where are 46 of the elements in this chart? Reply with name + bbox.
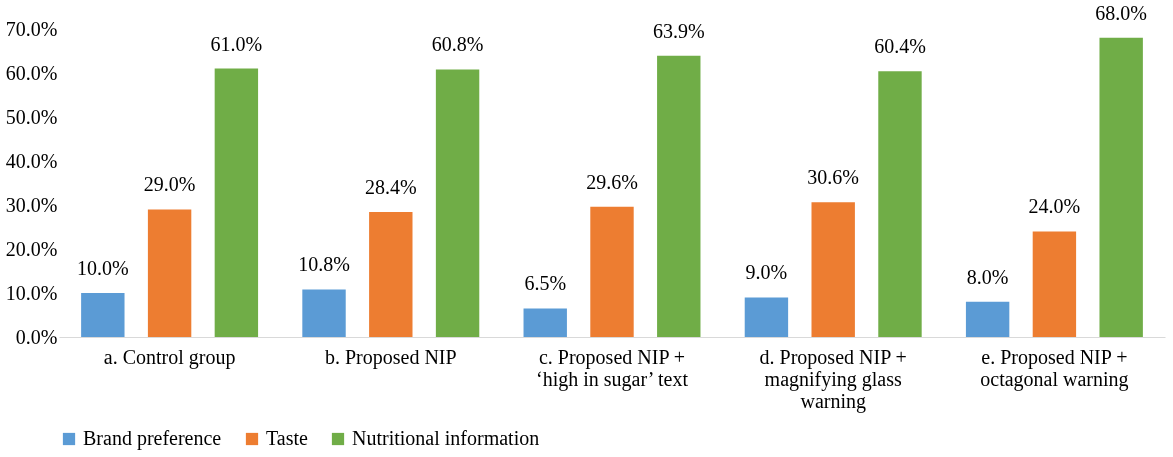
bar (657, 55, 701, 337)
x-tick-label: b. Proposed NIP (324, 345, 457, 369)
bar (1099, 37, 1143, 337)
bar (1032, 231, 1077, 337)
x-tick-label: d. Proposed NIP + magnifying glass warning (759, 345, 907, 413)
data-label: 63.9% (652, 19, 705, 42)
bar (878, 71, 922, 337)
x-tick-label: c. Proposed NIP + ‘high in sugar’ text (535, 345, 689, 391)
data-label: 29.6% (586, 170, 638, 193)
data-label: 28.4% (364, 176, 417, 199)
data-label: 6.5% (524, 272, 567, 295)
x-tick-label: a. Control group (103, 345, 236, 369)
bar (744, 297, 789, 337)
y-tick-label: 20.0% (5, 237, 58, 260)
bar (369, 212, 413, 337)
data-label: 30.6% (807, 166, 860, 189)
y-tick-label: 60.0% (5, 61, 58, 84)
bar (965, 301, 1010, 337)
data-label: 9.0% (745, 261, 788, 284)
legend-label: Brand preference (83, 427, 222, 450)
bar (523, 308, 567, 337)
data-label: 60.4% (874, 35, 926, 58)
data-label: 24.0% (1028, 195, 1081, 218)
y-tick-label: 50.0% (5, 105, 58, 128)
x-tick-label: e. Proposed NIP + octagonal warning (980, 345, 1129, 391)
y-tick-label: 40.0% (5, 149, 58, 172)
legend-label: Taste (266, 427, 309, 449)
y-tick-label: 0.0% (15, 325, 58, 348)
data-label: 68.0% (1095, 1, 1148, 24)
legend-label: Nutritional information (352, 427, 540, 449)
data-label: 60.8% (431, 33, 484, 56)
bar (811, 202, 855, 337)
data-label: 10.8% (298, 253, 350, 276)
y-tick-label: 70.0% (5, 17, 58, 40)
bar (81, 293, 125, 337)
bar (214, 68, 259, 337)
bar (302, 289, 346, 337)
data-label: 61.0% (210, 32, 263, 55)
bar (435, 69, 480, 337)
bar (147, 209, 192, 337)
data-label: 8.0% (966, 265, 1009, 288)
y-tick-label: 10.0% (5, 281, 58, 304)
data-label: 29.0% (143, 173, 196, 196)
y-tick-label: 30.0% (5, 193, 58, 216)
bar (590, 206, 634, 337)
data-label: 10.0% (76, 257, 129, 279)
